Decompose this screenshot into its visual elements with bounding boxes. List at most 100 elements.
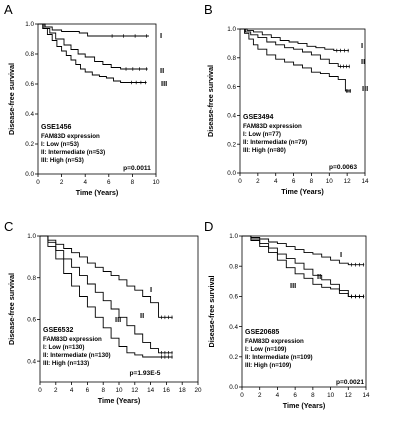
x-tick-label: 12 (345, 392, 353, 399)
curve-label-i: I (340, 250, 342, 259)
legend-entry: III: High (n=133) (43, 360, 89, 367)
x-tick-label: 8 (101, 387, 105, 394)
panel-letter: A (4, 2, 13, 17)
y-tick-label: 0.8 (27, 275, 36, 282)
survival-curve-i (40, 235, 173, 318)
x-tick-label: 10 (326, 178, 334, 185)
curve-label-ii: II (140, 311, 144, 320)
p-value: p=0.0021 (336, 379, 364, 386)
y-tick-label: 1.0 (229, 233, 238, 240)
panel-b: B 0 2 4 6 8 10 12 14 0.0 0.2 0.4 0.6 0.8 1.0 Time (Year… (204, 2, 369, 196)
legend-entry: II: Intermediate (n=53) (41, 149, 105, 156)
curve-label-ii: II (317, 272, 321, 281)
x-tick-label: 14 (361, 178, 369, 185)
y-tick-label: 0.2 (25, 141, 34, 148)
x-tick-label: 12 (131, 387, 139, 394)
x-tick-label: 14 (147, 387, 155, 394)
y-tick-label: 0.6 (25, 81, 34, 88)
legend-entry: III: High (n=80) (243, 147, 286, 154)
dataset-name: GSE1456 (41, 124, 71, 131)
y-tick-label: 0.0 (25, 171, 34, 178)
y-tick-label: 0.8 (25, 51, 34, 58)
p-value: p=1.93E-5 (130, 370, 161, 377)
y-tick-label: 0.8 (227, 55, 236, 62)
x-axis-label: Time (Years) (98, 396, 141, 405)
x-tick-label: 4 (70, 387, 74, 394)
y-tick-label: 0.6 (227, 84, 236, 91)
survival-curve-i (38, 23, 149, 37)
x-axis-label: Time (Years) (76, 188, 119, 197)
x-tick-label: 8 (310, 178, 314, 185)
survival-curve-ii (240, 28, 350, 67)
y-tick-label: 0.4 (27, 358, 36, 365)
survival-curve-iii (242, 235, 365, 297)
y-axis-label: Disease-free survival (7, 273, 16, 345)
panel-letter: C (4, 219, 13, 234)
x-tick-label: 6 (107, 179, 111, 186)
survival-curve-ii (38, 23, 148, 70)
curve-label-i: I (160, 31, 162, 40)
legend-entry: I: Low (n=53) (41, 141, 79, 148)
panel-d: D 0 2 4 6 8 10 12 14 0.0 0.2 0.4 0.6 0.8 1.0 Time (Year… (204, 219, 370, 410)
p-value: p=0.0011 (123, 165, 151, 172)
y-tick-label: 0.2 (227, 141, 236, 148)
x-tick-label: 10 (327, 392, 335, 399)
x-tick-label: 0 (240, 392, 244, 399)
legend-entry: II: Intermediate (n=130) (43, 352, 111, 359)
y-tick-label: 0.6 (27, 317, 36, 324)
x-tick-label: 18 (179, 387, 187, 394)
legend-entry: II: Intermediate (n=79) (243, 139, 307, 146)
y-axis-label: Disease-free survival (7, 63, 16, 135)
survival-curve-iii (38, 23, 147, 83)
x-axis-label: Time (Years) (281, 187, 324, 196)
legend-entry: III: High (n=53) (41, 157, 84, 164)
x-tick-label: 4 (83, 179, 87, 186)
y-tick-label: 0.4 (25, 111, 34, 118)
x-tick-label: 0 (38, 387, 42, 394)
survival-curve-i (242, 235, 365, 266)
p-value: p=0.0063 (329, 164, 357, 171)
legend-entry: I: Low (n=130) (43, 344, 84, 351)
legend-title: FAM83D expression (41, 133, 100, 140)
y-tick-label: 0.6 (229, 294, 238, 301)
legend-title: FAM83D expression (243, 123, 302, 130)
curve-label-i: I (150, 285, 152, 294)
x-tick-label: 6 (86, 387, 90, 394)
curve-label-iii: III (115, 315, 121, 324)
x-tick-label: 6 (292, 178, 296, 185)
plot-frame (37, 23, 157, 175)
x-tick-label: 2 (60, 179, 64, 186)
y-tick-label: 1.0 (227, 26, 236, 33)
panel-letter: D (204, 219, 213, 234)
curve-label-iii: III (362, 84, 368, 93)
x-tick-label: 4 (274, 178, 278, 185)
legend-entry: II: Intermediate (n=109) (245, 354, 313, 361)
survival-curve-i (240, 28, 349, 52)
x-tick-label: 16 (163, 387, 171, 394)
x-tick-label: 2 (54, 387, 58, 394)
dataset-name: GSE20685 (245, 329, 279, 336)
survival-curve-ii (40, 235, 173, 354)
y-axis-label: Disease-free survival (206, 65, 215, 137)
y-tick-label: 1.0 (25, 21, 34, 28)
curve-label-ii: II (160, 66, 164, 75)
curve-label-ii: II (361, 57, 365, 66)
x-tick-label: 10 (115, 387, 123, 394)
x-axis-label: Time (Years) (283, 401, 326, 410)
panel-c: C 0 2 4 6 8 10 12 14 16 18 20 0.4 0.6 0.8 1.0 Time (Year… (4, 219, 202, 405)
y-tick-label: 0.2 (229, 354, 238, 361)
curve-label-iii: III (290, 281, 296, 290)
legend-entry: I: Low (n=109) (245, 346, 286, 353)
x-tick-label: 4 (276, 392, 280, 399)
y-tick-label: 0.0 (229, 384, 238, 391)
y-axis-label: Disease-free survival (207, 276, 216, 348)
y-tick-label: 0.0 (227, 170, 236, 177)
x-tick-label: 2 (258, 392, 262, 399)
x-tick-label: 2 (256, 178, 260, 185)
x-tick-label: 8 (131, 179, 135, 186)
curve-label-i: I (361, 41, 363, 50)
y-tick-label: 0.4 (227, 113, 236, 120)
dataset-name: GSE3494 (243, 114, 273, 121)
x-tick-label: 6 (293, 392, 297, 399)
